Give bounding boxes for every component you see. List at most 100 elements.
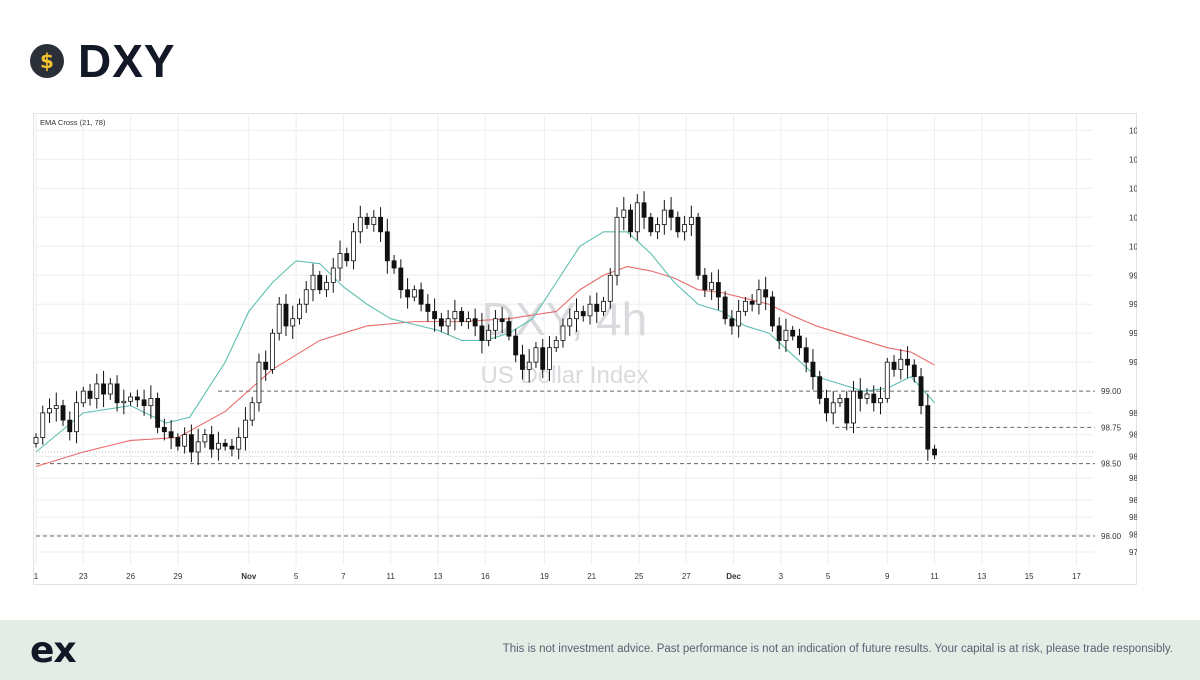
y-tick-label: 100.800	[1129, 126, 1137, 135]
candle-body	[134, 396, 140, 401]
candle-body	[33, 437, 39, 444]
candle-body	[932, 448, 937, 456]
y-tick-label: 98.550	[1129, 452, 1137, 461]
y-tick-label: 99.800	[1129, 271, 1137, 280]
candle-body	[155, 397, 161, 428]
candle-body	[168, 431, 174, 438]
x-tick-label: 29	[173, 572, 182, 581]
candle-body	[472, 318, 478, 327]
y-tick-label: 99.200	[1129, 358, 1137, 367]
candle-body	[553, 340, 559, 349]
chart-frame	[33, 113, 1137, 585]
candle-body	[378, 216, 383, 233]
x-tick-label: 11	[930, 572, 939, 581]
candle-body	[547, 347, 552, 370]
candle-body	[567, 318, 573, 327]
candle-body	[769, 296, 775, 327]
candle-body	[148, 397, 154, 407]
price-chart: DXY, 4h US Dollar Index 99.00 98.75 98.50 98.…	[33, 113, 1137, 585]
candle-body	[695, 216, 701, 276]
candle-body	[702, 274, 708, 291]
candle-body	[763, 289, 769, 298]
x-tick-label: 15	[1025, 572, 1034, 581]
candle-body	[499, 318, 505, 323]
candle-body	[526, 361, 532, 370]
candle-body	[857, 390, 863, 399]
candle-body	[824, 397, 829, 414]
candle-body	[688, 216, 694, 225]
candle-body	[797, 335, 802, 349]
candle-body	[513, 335, 519, 356]
candle-body	[303, 289, 309, 305]
candle-body	[715, 282, 721, 298]
y-tick-label: 98.850	[1129, 409, 1137, 418]
candle-body	[851, 390, 856, 424]
candle-body	[533, 347, 539, 363]
x-tick-label: Dec	[726, 572, 741, 581]
candle-body	[682, 224, 688, 233]
candle-body	[756, 289, 762, 305]
candle-body	[925, 405, 931, 450]
x-tick-label: 16	[481, 572, 490, 581]
x-tick-label: 3	[779, 572, 784, 581]
candle-body	[648, 216, 654, 233]
candle-body	[492, 318, 498, 331]
candle-body	[74, 402, 79, 433]
candle-body	[87, 390, 93, 399]
candle-body	[249, 402, 255, 421]
candle-body	[918, 376, 924, 407]
candle-body	[594, 303, 600, 312]
candle-body	[222, 442, 228, 447]
candle-body	[837, 397, 843, 404]
x-tick-label: 13	[977, 572, 986, 581]
candle-body	[871, 393, 877, 404]
candle-body	[601, 300, 606, 312]
y-tick-label: 97.890	[1129, 548, 1137, 557]
candle-body	[398, 267, 404, 291]
x-tick-label: 11	[387, 572, 396, 581]
candle-body	[371, 216, 377, 225]
x-tick-label: 17	[1072, 572, 1081, 581]
header: $ DXY	[30, 35, 176, 87]
candle-body	[459, 311, 465, 323]
candle-body	[128, 396, 134, 402]
candle-body	[661, 209, 667, 225]
candle-body	[675, 216, 681, 233]
candle-body	[438, 318, 444, 327]
candle-body	[580, 311, 586, 317]
candle-body	[114, 383, 120, 404]
candle-body	[310, 274, 316, 291]
candle-body	[742, 300, 748, 312]
x-tick-label: 13	[434, 572, 443, 581]
y-tick-label: 98.400	[1129, 474, 1137, 483]
x-tick-label: 9	[885, 572, 890, 581]
x-tick-label: Nov	[241, 572, 257, 581]
candle-body	[790, 329, 796, 337]
candle-body	[270, 332, 275, 370]
candle-body	[101, 383, 106, 395]
x-tick-label: 21	[587, 572, 596, 581]
candle-body	[864, 393, 870, 399]
y-tick-label: 99.400	[1129, 329, 1137, 338]
candle-body	[418, 289, 424, 305]
x-tick-label: 27	[682, 572, 691, 581]
candle-body	[668, 209, 674, 218]
candle-body	[182, 434, 188, 447]
candle-body	[324, 282, 329, 291]
candle-body	[445, 318, 451, 327]
candle-body	[107, 383, 113, 395]
candle-body	[621, 209, 627, 218]
candle-body	[364, 216, 370, 225]
candle-body	[425, 303, 431, 312]
candle-body	[351, 231, 356, 262]
level-label: 98.00	[1101, 532, 1122, 541]
candle-body	[405, 289, 411, 298]
candle-body	[479, 325, 485, 341]
candle-body	[384, 231, 390, 262]
y-tick-label: 100.000	[1129, 242, 1137, 251]
candle-body	[709, 282, 715, 291]
candle-body	[628, 209, 633, 233]
candle-body	[337, 253, 343, 269]
x-tick-label: 5	[826, 572, 831, 581]
page-title: DXY	[78, 35, 176, 87]
